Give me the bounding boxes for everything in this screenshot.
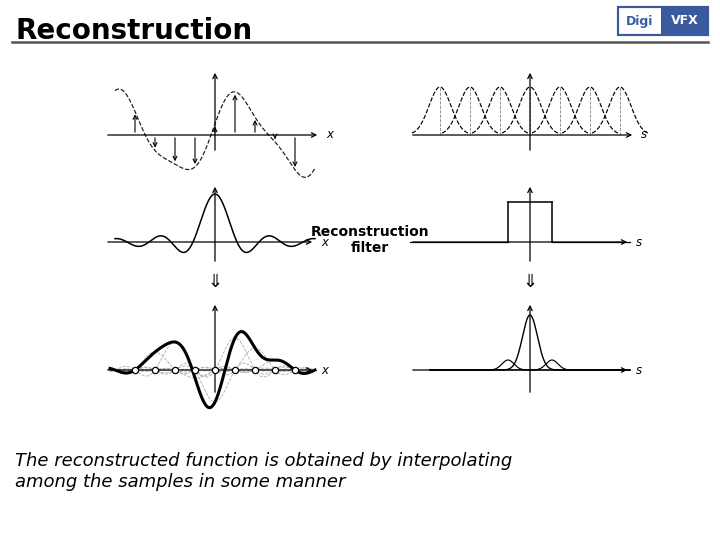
Text: Reconstruction
filter: Reconstruction filter [311, 225, 429, 255]
Bar [618, 7, 708, 35]
Text: x: x [321, 235, 328, 248]
Text: s: s [636, 363, 642, 376]
Text: x: x [326, 129, 333, 141]
Text: The reconstructed function is obtained by interpolating
among the samples in som: The reconstructed function is obtained b… [15, 452, 512, 491]
Text: s: s [641, 129, 647, 141]
Text: ⇓: ⇓ [523, 273, 538, 291]
Text: x: x [321, 363, 328, 376]
Text: ⇓: ⇓ [207, 273, 222, 291]
Text: Reconstruction: Reconstruction [15, 17, 252, 45]
Text: Digi: Digi [626, 15, 653, 28]
Text: VFX: VFX [671, 15, 698, 28]
Text: s: s [636, 235, 642, 248]
Bar [618, 7, 708, 35]
Bar [661, 7, 708, 35]
